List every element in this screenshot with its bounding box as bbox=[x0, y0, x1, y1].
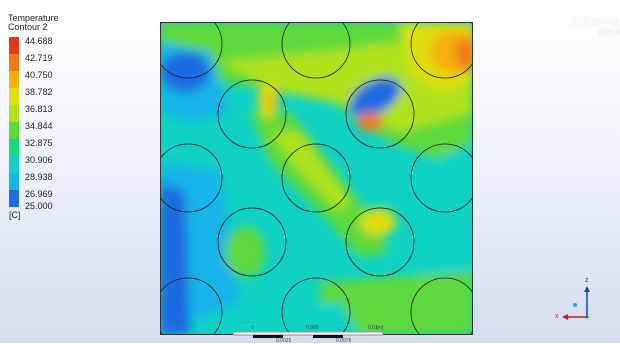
legend-unit: [C] bbox=[9, 210, 21, 220]
ansys-logo: Ansys 2023 R bbox=[569, 14, 620, 38]
scale-bar: 0 0.005 0.01 (m) 0.0025 0.0075 bbox=[233, 325, 384, 344]
brand-name: Ansys bbox=[569, 13, 620, 30]
legend-level: 44.688 bbox=[25, 36, 53, 46]
legend-swatch bbox=[9, 105, 19, 122]
axis-z-label: z bbox=[585, 277, 589, 284]
temperature-legend: Temperature Contour 2 44.688 42.719 40.7… bbox=[8, 13, 68, 221]
legend-swatch bbox=[9, 71, 19, 88]
brand-version: 2023 R bbox=[597, 30, 620, 37]
legend-color-bar bbox=[9, 37, 19, 207]
legend-swatch bbox=[9, 88, 19, 105]
legend-level: 36.813 bbox=[25, 104, 53, 114]
scale-tick-label: 0.01 bbox=[368, 325, 378, 331]
tube-outlines bbox=[160, 22, 473, 335]
legend-swatch bbox=[9, 156, 19, 173]
legend-subtitle: Contour 2 bbox=[8, 22, 48, 32]
legend-level: 25.000 bbox=[25, 201, 53, 211]
legend-level: 34.844 bbox=[25, 121, 53, 131]
axis-x-label: x bbox=[555, 313, 559, 320]
legend-level: 30.906 bbox=[25, 155, 53, 165]
legend-level: 26.969 bbox=[25, 189, 53, 199]
scale-bar-graphic bbox=[233, 332, 383, 338]
axis-triad-graphic bbox=[562, 286, 590, 320]
legend-level: 38.782 bbox=[25, 87, 53, 97]
legend-title: Temperature bbox=[8, 13, 59, 23]
scale-tick-label: 0.005 bbox=[306, 325, 319, 331]
legend-level: 40.750 bbox=[25, 70, 53, 80]
axis-triad[interactable]: z x bbox=[555, 277, 595, 323]
legend-level: 32.875 bbox=[25, 138, 53, 148]
legend-swatch bbox=[9, 122, 19, 139]
temperature-contour-plot[interactable] bbox=[160, 22, 473, 335]
legend-swatch bbox=[9, 37, 19, 54]
legend-level: 42.719 bbox=[25, 53, 53, 63]
scale-tick-label: 0.0075 bbox=[336, 338, 352, 344]
scale-tick-label: 0 bbox=[251, 325, 254, 331]
scale-tick-label: (m) bbox=[376, 325, 384, 331]
legend-swatch bbox=[9, 54, 19, 71]
contour-viewport[interactable] bbox=[160, 22, 473, 335]
scale-tick-label: 0.0025 bbox=[276, 338, 292, 344]
legend-swatch bbox=[9, 190, 19, 207]
legend-swatch bbox=[9, 173, 19, 190]
legend-level: 28.938 bbox=[25, 172, 53, 182]
legend-swatch bbox=[9, 139, 19, 156]
contour-field bbox=[160, 22, 473, 335]
